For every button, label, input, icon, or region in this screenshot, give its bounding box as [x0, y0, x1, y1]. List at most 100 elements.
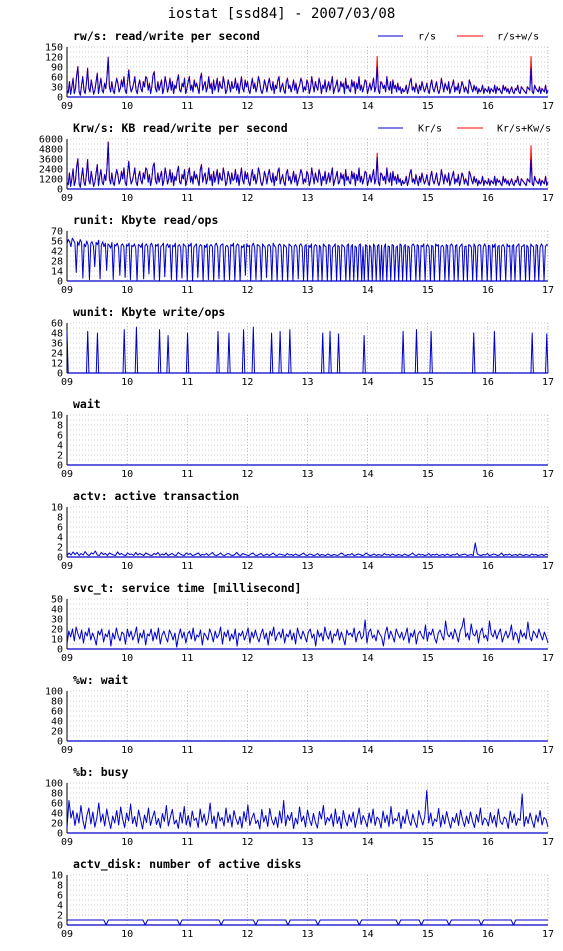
x-tick-label: 15	[422, 653, 434, 664]
y-tick-label: 0	[57, 553, 63, 564]
y-tick-label: 56	[51, 237, 63, 248]
legend-label-1: r/s	[418, 32, 436, 43]
y-tick-label: 2	[57, 543, 63, 554]
x-tick-label: 13	[301, 193, 313, 204]
x-tick-label: 14	[362, 101, 374, 112]
x-tick-label: 15	[422, 561, 434, 572]
x-tick-label: 10	[121, 929, 133, 940]
y-tick-label: 40	[51, 605, 63, 616]
legend-label-2: r/s+w/s	[497, 32, 539, 43]
x-tick-label: 16	[482, 929, 494, 940]
x-tick-label: 11	[181, 469, 193, 480]
x-tick-label: 11	[181, 837, 193, 848]
x-tick-label: 17	[542, 837, 554, 848]
x-tick-label: 14	[362, 929, 374, 940]
x-tick-label: 14	[362, 377, 374, 388]
x-tick-label: 16	[482, 653, 494, 664]
x-tick-label: 11	[181, 929, 193, 940]
y-tick-label: 4	[57, 441, 63, 452]
x-tick-label: 09	[61, 837, 73, 848]
x-tick-label: 16	[482, 837, 494, 848]
x-tick-label: 10	[121, 745, 133, 756]
x-tick-label: 13	[301, 377, 313, 388]
x-tick-label: 10	[121, 193, 133, 204]
series-line-1	[66, 790, 549, 830]
chart-title: rw/s: read/write per second	[73, 29, 260, 43]
series-line-1	[66, 57, 549, 96]
x-tick-label: 09	[61, 929, 73, 940]
x-tick-label: 17	[542, 929, 554, 940]
y-tick-label: 14	[51, 267, 63, 278]
x-tick-label: 13	[301, 285, 313, 296]
y-tick-label: 2400	[39, 165, 63, 176]
chart-title: wunit: Kbyte write/ops	[73, 305, 225, 319]
x-tick-label: 12	[241, 653, 253, 664]
y-tick-label: 12	[51, 359, 63, 370]
chart-title: svc_t: service time [millisecond]	[73, 581, 301, 596]
y-tick-label: 0	[57, 93, 63, 104]
x-tick-label: 15	[422, 285, 434, 296]
y-tick-label: 80	[51, 697, 63, 708]
y-tick-label: 6	[57, 523, 63, 534]
x-tick-label: 14	[362, 193, 374, 204]
x-tick-label: 14	[362, 745, 374, 756]
y-tick-label: 42	[51, 247, 63, 258]
y-tick-label: 10	[51, 503, 63, 514]
x-tick-label: 16	[482, 285, 494, 296]
series-line-1	[67, 919, 548, 926]
y-tick-label: 20	[51, 625, 63, 636]
y-tick-label: 24	[51, 349, 63, 360]
chart-panel-10: actv_disk: number of active disks0246810…	[51, 857, 554, 940]
y-tick-label: 6	[57, 431, 63, 442]
y-tick-label: 0	[57, 185, 63, 196]
x-tick-label: 16	[482, 469, 494, 480]
y-tick-label: 4	[57, 901, 63, 912]
x-tick-label: 15	[422, 745, 434, 756]
x-tick-label: 12	[241, 929, 253, 940]
x-tick-label: 17	[542, 745, 554, 756]
y-tick-label: 8	[57, 881, 63, 892]
y-tick-label: 0	[57, 277, 63, 288]
y-tick-label: 2	[57, 911, 63, 922]
x-tick-label: 09	[61, 101, 73, 112]
y-tick-label: 0	[57, 645, 63, 656]
x-tick-label: 12	[241, 561, 253, 572]
y-tick-label: 36	[51, 339, 63, 350]
y-tick-label: 10	[51, 871, 63, 882]
series-line-1	[66, 617, 549, 648]
chart-panel-7: svc_t: service time [millisecond]0102030…	[51, 581, 554, 664]
x-tick-label: 15	[422, 101, 434, 112]
chart-title: actv_disk: number of active disks	[73, 857, 301, 872]
x-tick-label: 15	[422, 837, 434, 848]
x-tick-label: 12	[241, 101, 253, 112]
chart-title: runit: Kbyte read/ops	[73, 213, 218, 227]
x-tick-label: 14	[362, 561, 374, 572]
y-tick-label: 60	[51, 319, 63, 330]
chart-title: wait	[73, 397, 101, 411]
y-tick-label: 3600	[39, 155, 63, 166]
x-tick-label: 10	[121, 377, 133, 388]
y-tick-label: 60	[51, 707, 63, 718]
x-tick-label: 13	[301, 653, 313, 664]
x-tick-label: 10	[121, 837, 133, 848]
y-tick-label: 1200	[39, 175, 63, 186]
chart-title: actv: active transaction	[73, 489, 239, 503]
chart-panel-1: rw/s: read/write per second0306090120150…	[45, 29, 554, 112]
y-tick-label: 28	[51, 257, 63, 268]
y-tick-label: 40	[51, 717, 63, 728]
x-tick-label: 11	[181, 101, 193, 112]
x-tick-label: 10	[121, 469, 133, 480]
y-tick-label: 0	[57, 921, 63, 932]
chart-panel-2: Krw/s: KB read/write per second 012002400…	[39, 121, 554, 204]
y-tick-label: 20	[51, 819, 63, 830]
x-tick-label: 17	[542, 469, 554, 480]
x-tick-label: 13	[301, 929, 313, 940]
y-tick-label: 20	[51, 727, 63, 738]
y-tick-label: 90	[51, 63, 63, 74]
y-tick-label: 30	[51, 615, 63, 626]
x-tick-label: 17	[542, 285, 554, 296]
